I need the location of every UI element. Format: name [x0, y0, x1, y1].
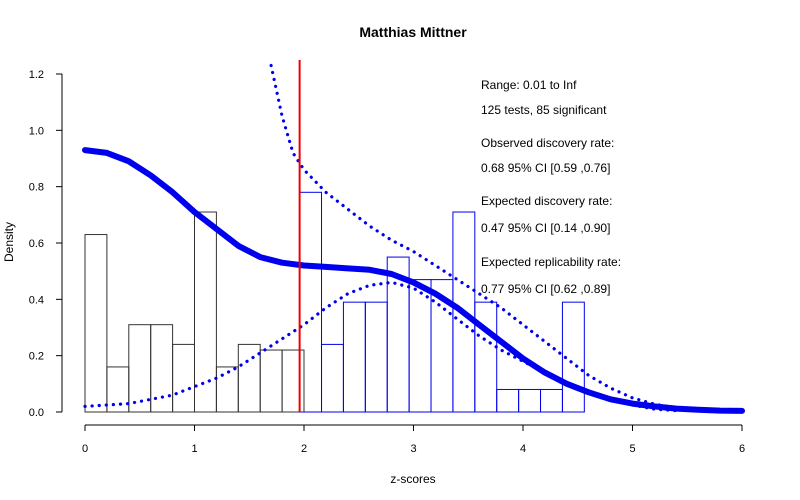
annotation-text: Observed discovery rate: — [481, 136, 614, 150]
histogram-bar-nonsignificant — [281, 349, 305, 413]
annotation-text: 0.77 95% CI [0.62 ,0.89] — [481, 282, 610, 296]
annotations: Range: 0.01 to Inf 125 tests, 85 signific… — [481, 78, 621, 296]
histogram-bar-nonsignificant — [237, 343, 261, 413]
density-curve-dotted — [83, 280, 678, 413]
histogram-bar-significant — [561, 301, 585, 413]
histogram-bar-nonsignificant — [215, 366, 239, 413]
histogram-bar-significant — [342, 301, 366, 413]
histogram-bar-nonsignificant — [194, 211, 217, 413]
histogram-bar-nonsignificant — [84, 234, 108, 413]
histogram — [84, 191, 585, 413]
histogram-bar-significant — [540, 388, 563, 413]
histogram-bar-significant — [321, 343, 344, 413]
annotation-text: 125 tests, 85 significant — [481, 103, 607, 117]
y-tick-label: 0.2 — [29, 351, 44, 363]
y-tick-label: 0.0 — [29, 407, 44, 419]
y-tick-label: 0.6 — [29, 238, 44, 250]
annotation-text: Range: 0.01 to Inf — [481, 78, 577, 92]
y-tick-label: 1.0 — [29, 125, 44, 137]
density-curve-dotted — [269, 63, 744, 413]
y-tick-label: 0.8 — [29, 182, 44, 194]
y-tick-label: 0.4 — [29, 294, 44, 306]
annotation-text: Expected replicability rate: — [481, 255, 621, 269]
histogram-bar-nonsignificant — [172, 343, 196, 413]
x-tick-label: 4 — [520, 443, 526, 455]
x-tick-label: 6 — [739, 443, 745, 455]
y-axis-label: Density — [2, 222, 16, 262]
x-tick-label: 1 — [191, 443, 197, 455]
histogram-bar-significant — [408, 279, 432, 413]
annotation-text: 0.47 95% CI [0.14 ,0.90] — [481, 221, 610, 235]
histogram-bar-significant — [364, 301, 388, 413]
histogram-bar-significant — [299, 191, 323, 413]
histogram-bar-nonsignificant — [259, 349, 283, 413]
density-curve-solid — [82, 147, 745, 414]
x-tick-label: 2 — [301, 443, 307, 455]
x-tick-label: 5 — [629, 443, 635, 455]
chart-title: Matthias Mittner — [359, 24, 467, 40]
x-tick-label: 3 — [410, 443, 416, 455]
x-tick-label: 0 — [82, 443, 88, 455]
histogram-bar-significant — [496, 388, 520, 413]
histogram-bar-significant — [518, 388, 542, 413]
y-tick-label: 1.2 — [29, 69, 44, 81]
histogram-bar-significant — [474, 301, 498, 413]
histogram-bar-nonsignificant — [106, 366, 130, 413]
annotation-text: Expected discovery rate: — [481, 194, 612, 208]
axes: 0 1 2 3 4 5 6 0.0 0.2 0.4 0.6 0.8 1.0 1.2 — [29, 69, 745, 455]
x-axis-label: z-scores — [390, 472, 435, 486]
density-curves — [82, 63, 745, 414]
annotation-text: 0.68 95% CI [0.59 ,0.76] — [481, 161, 610, 175]
